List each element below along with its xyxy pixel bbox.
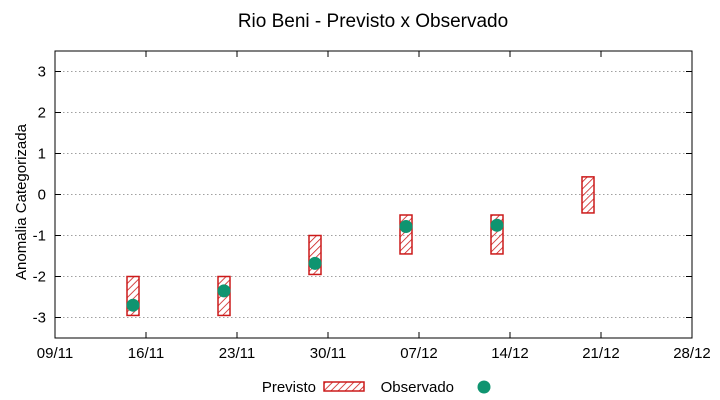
x-tick-label: 21/12 xyxy=(582,345,620,362)
x-tick-label: 23/11 xyxy=(219,345,255,362)
x-tick-label: 07/12 xyxy=(400,345,438,362)
previsto-range-box xyxy=(581,176,595,214)
legend-swatch-previsto xyxy=(323,381,365,392)
observado-point xyxy=(126,298,140,312)
observado-point xyxy=(217,284,231,298)
y-tick-label: -3 xyxy=(33,310,46,327)
observado-point xyxy=(308,256,322,270)
y-tick-label: -2 xyxy=(33,269,46,286)
legend-label-previsto: Previsto xyxy=(262,379,316,396)
x-tick-label: 16/11 xyxy=(128,345,164,362)
observado-series xyxy=(126,218,504,312)
observado-point xyxy=(490,218,504,232)
x-tick-label: 09/11 xyxy=(37,345,73,362)
y-tick-label: 3 xyxy=(38,64,46,81)
grid-lines xyxy=(55,71,692,318)
x-axis: 09/11 16/11 23/11 30/11 07/12 14/12 21/12 28/12 xyxy=(37,51,711,362)
y-tick-label: 0 xyxy=(38,187,46,204)
legend: Previsto Observado xyxy=(262,379,491,396)
y-tick-label: -1 xyxy=(33,228,46,245)
legend-label-observado: Observado xyxy=(381,379,454,396)
legend-swatch-observado xyxy=(477,380,491,394)
previsto-series xyxy=(126,176,595,317)
y-axis-label: Anomalia Categorizada xyxy=(13,123,30,280)
y-axis: -3 -2 -1 0 1 2 3 xyxy=(33,64,692,327)
chart-title: Rio Beni - Previsto x Observado xyxy=(238,11,508,32)
y-tick-label: 2 xyxy=(38,105,46,122)
x-tick-label: 30/11 xyxy=(310,345,346,362)
x-tick-label: 28/12 xyxy=(673,345,711,362)
x-tick-label: 14/12 xyxy=(491,345,529,362)
observado-point xyxy=(399,219,413,233)
y-tick-label: 1 xyxy=(38,146,46,163)
